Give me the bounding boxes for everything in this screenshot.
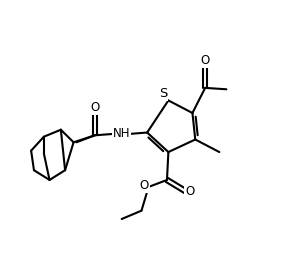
- Text: O: O: [90, 102, 99, 114]
- Text: NH: NH: [113, 128, 130, 140]
- Text: O: O: [140, 179, 149, 192]
- Text: O: O: [201, 54, 210, 67]
- Text: O: O: [185, 185, 194, 198]
- Text: S: S: [159, 87, 168, 100]
